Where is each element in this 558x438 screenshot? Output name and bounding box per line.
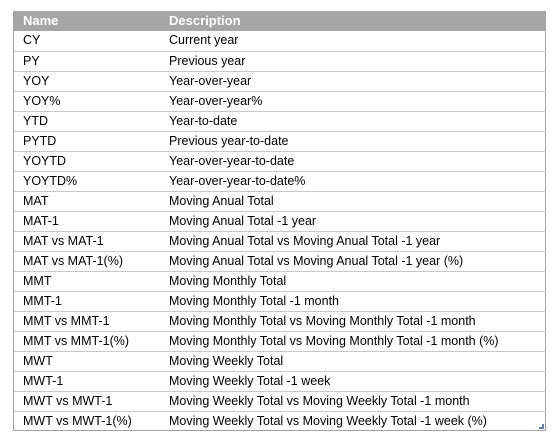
cell-description[interactable]: Moving Weekly Total [161, 351, 546, 372]
cell-name[interactable]: CY [14, 31, 161, 52]
time-intelligence-table: Name Description CY Current year PY Previou… [14, 11, 546, 431]
cell-description[interactable]: Year-over-year-to-date% [161, 171, 546, 192]
cell-description[interactable]: Moving Anual Total vs Moving Anual Total… [161, 231, 546, 252]
cell-description[interactable]: Year-over-year [161, 71, 546, 92]
cell-name[interactable]: MAT [14, 191, 161, 212]
cell-name[interactable]: YOY [14, 71, 161, 92]
cell-description[interactable]: Year-to-date [161, 111, 546, 132]
table-row: MMT Moving Monthly Total [14, 271, 546, 292]
table-row: YOY Year-over-year [14, 71, 546, 92]
cell-name[interactable]: PY [14, 51, 161, 72]
table-row: PY Previous year [14, 51, 546, 72]
cell-description[interactable]: Previous year-to-date [161, 131, 546, 152]
table-row: MMT-1 Moving Monthly Total -1 month [14, 291, 546, 312]
cell-name[interactable]: MAT vs MAT-1 [14, 231, 161, 252]
cell-description[interactable]: Moving Monthly Total vs Moving Monthly T… [161, 331, 546, 352]
table-row: YTD Year-to-date [14, 111, 546, 132]
table-row: MWT-1 Moving Weekly Total -1 week [14, 371, 546, 392]
cell-description[interactable]: Previous year [161, 51, 546, 72]
cell-name[interactable]: MMT [14, 271, 161, 292]
cell-description[interactable]: Moving Anual Total vs Moving Anual Total… [161, 251, 546, 272]
cell-description[interactable]: Moving Monthly Total [161, 271, 546, 292]
cell-name[interactable]: YOYTD [14, 151, 161, 172]
cell-name[interactable]: MAT vs MAT-1(%) [14, 251, 161, 272]
table-row: PYTD Previous year-to-date [14, 131, 546, 152]
table-row: MMT vs MMT-1(%) Moving Monthly Total vs M… [14, 331, 546, 352]
cell-description[interactable]: Moving Monthly Total -1 month [161, 291, 546, 312]
table-row: YOYTD% Year-over-year-to-date% [14, 171, 546, 192]
table-body: CY Current year PY Previous year YOY Year-ove… [14, 31, 546, 431]
cell-description[interactable]: Current year [161, 31, 546, 52]
table-row: MWT Moving Weekly Total [14, 351, 546, 372]
cell-name[interactable]: MWT vs MWT-1 [14, 391, 161, 412]
table-header-row: Name Description [14, 11, 546, 31]
cell-name[interactable]: MWT [14, 351, 161, 372]
table-row: CY Current year [14, 31, 546, 52]
time-intelligence-table-container: Name Description CY Current year PY Previou… [13, 11, 546, 431]
cell-name[interactable]: YOYTD% [14, 171, 161, 192]
table-row: MMT vs MMT-1 Moving Monthly Total vs Movi… [14, 311, 546, 332]
table-row: MAT Moving Anual Total [14, 191, 546, 212]
cell-description[interactable]: Moving Weekly Total -1 week [161, 371, 546, 392]
table-row: MAT vs MAT-1(%) Moving Anual Total vs Mov… [14, 251, 546, 272]
table-row: MAT-1 Moving Anual Total -1 year [14, 211, 546, 232]
cell-description[interactable]: Moving Monthly Total vs Moving Monthly T… [161, 311, 546, 332]
cell-name[interactable]: PYTD [14, 131, 161, 152]
table-row: MWT vs MWT-1(%) Moving Weekly Total vs Mo… [14, 411, 546, 431]
cell-description[interactable]: Year-over-year-to-date [161, 151, 546, 172]
column-header-name[interactable]: Name [14, 11, 161, 31]
table-resize-handle[interactable] [539, 424, 544, 429]
column-header-description[interactable]: Description [161, 11, 546, 31]
cell-name[interactable]: YOY% [14, 91, 161, 112]
cell-description[interactable]: Moving Weekly Total vs Moving Weekly Tot… [169, 413, 487, 428]
cell-description[interactable]: Moving Anual Total [161, 191, 546, 212]
cell-name[interactable]: MAT-1 [14, 211, 161, 232]
cell-name[interactable]: MWT-1 [14, 371, 161, 392]
cell-name[interactable]: MMT vs MMT-1 [14, 311, 161, 332]
cell-description[interactable]: Moving Weekly Total vs Moving Weekly Tot… [161, 391, 546, 412]
table-row: MWT vs MWT-1 Moving Weekly Total vs Movin… [14, 391, 546, 412]
cell-name[interactable]: MWT vs MWT-1(%) [23, 413, 132, 428]
cell-description[interactable]: Year-over-year% [161, 91, 546, 112]
cell-name[interactable]: YTD [14, 111, 161, 132]
table-row: YOY% Year-over-year% [14, 91, 546, 112]
cell-name[interactable]: MMT vs MMT-1(%) [14, 331, 161, 352]
table-row: MAT vs MAT-1 Moving Anual Total vs Moving… [14, 231, 546, 252]
cell-description[interactable]: Moving Anual Total -1 year [161, 211, 546, 232]
table-row: YOYTD Year-over-year-to-date [14, 151, 546, 172]
cell-name[interactable]: MMT-1 [14, 291, 161, 312]
